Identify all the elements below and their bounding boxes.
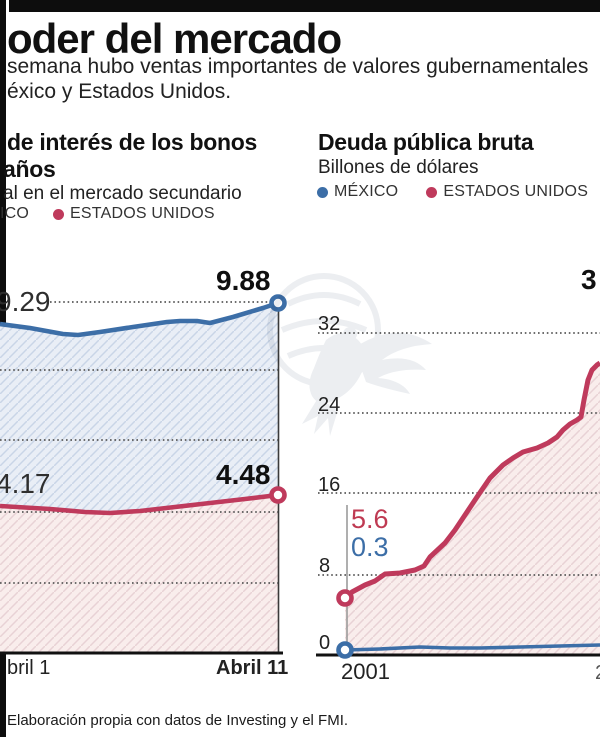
bonds-mexico-start-value: 9.29 bbox=[0, 286, 51, 317]
bonds-mexico-endpoint-marker bbox=[269, 294, 287, 312]
bonds-x-label-end: Abril 11 bbox=[216, 657, 289, 679]
bonds-chart-legend: ICO ESTADOS UNIDOS bbox=[0, 205, 215, 223]
debt-x-label-start: 2001 bbox=[341, 659, 390, 684]
debt-chart-plot bbox=[316, 332, 600, 659]
debt-us-start-value: 5.6 bbox=[351, 504, 389, 534]
debt-gridlines bbox=[318, 332, 600, 576]
bonds-chart-plot bbox=[0, 294, 287, 655]
bonds-chart-title-line1: de interés de los bonos bbox=[7, 129, 257, 155]
page-subtitle-line1: semana hubo ventas importantes de valore… bbox=[7, 55, 589, 78]
legend-us-label: ESTADOS UNIDOS bbox=[70, 205, 215, 222]
bonds-chart-subtitle: al en el mercado secundario bbox=[3, 183, 242, 204]
debt-ytick-8: 8 bbox=[319, 555, 331, 577]
page-subtitle-line2: éxico y Estados Unidos. bbox=[7, 80, 232, 103]
bonds-us-start-value: 4.17 bbox=[0, 468, 51, 499]
debt-chart-title: Deuda pública bruta bbox=[318, 129, 534, 155]
debt-us-end-value-partial: 3 bbox=[581, 264, 597, 295]
legend-mexico-label: ICO bbox=[0, 205, 30, 222]
debt-us-line bbox=[343, 360, 600, 600]
debt-chart-legend: MÉXICO ESTADOS UNIDOS bbox=[317, 183, 589, 201]
debt-mexico-startpoint-marker bbox=[336, 641, 354, 659]
debt-mexico-line bbox=[344, 643, 600, 652]
bonds-us-line bbox=[0, 492, 279, 516]
debt-mexico-start-value: 0.3 bbox=[351, 532, 389, 562]
source-footer: Elaboración propia con datos de Investin… bbox=[7, 712, 349, 729]
debt-us-area-fill bbox=[345, 363, 600, 655]
debt-us-startpoint-marker bbox=[336, 589, 354, 607]
page-title: oder del mercado bbox=[7, 15, 342, 62]
debt-ytick-0: 0 bbox=[319, 632, 331, 654]
debt-chart-subtitle: Billones de dólares bbox=[318, 157, 479, 178]
bonds-mexico-line bbox=[0, 300, 279, 338]
bonds-chart-title-line2: años bbox=[3, 156, 56, 182]
legend-us-dot-icon bbox=[426, 186, 438, 198]
top-border-bar bbox=[9, 0, 600, 12]
bonds-us-end-value: 4.48 bbox=[216, 459, 271, 490]
bonds-us-area-fill bbox=[0, 495, 278, 653]
bonds-us-endpoint-marker bbox=[269, 486, 287, 504]
debt-x-label-end-partial: 2 bbox=[595, 663, 600, 684]
bonds-x-label-start: bril 1 bbox=[7, 657, 51, 679]
legend-mexico-dot-icon bbox=[317, 186, 328, 198]
legend-us-dot-icon bbox=[53, 208, 65, 220]
bonds-mexico-area-fill bbox=[0, 303, 278, 513]
debt-ytick-24: 24 bbox=[318, 394, 341, 416]
bonds-mexico-end-value: 9.88 bbox=[216, 265, 271, 296]
debt-ytick-16: 16 bbox=[318, 474, 341, 496]
legend-us-label: ESTADOS UNIDOS bbox=[443, 183, 589, 200]
legend-mexico-label: MÉXICO bbox=[334, 183, 399, 200]
bonds-gridlines bbox=[0, 301, 278, 584]
debt-ytick-32: 32 bbox=[318, 313, 341, 335]
